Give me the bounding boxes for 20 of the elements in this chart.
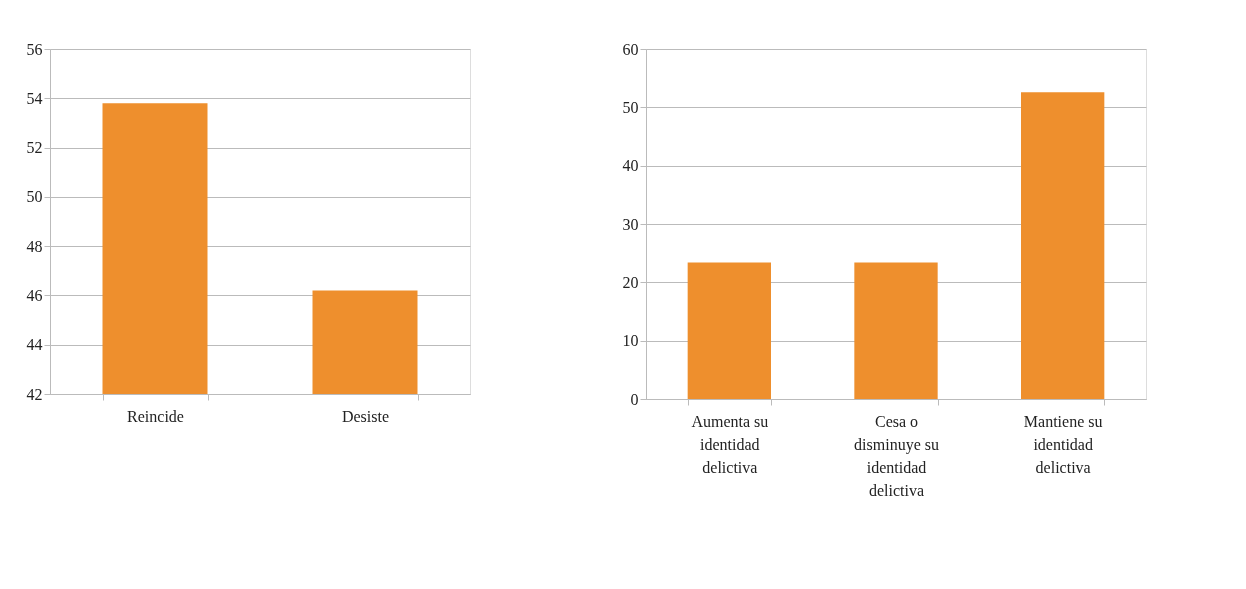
y-tick-label: 42 [26, 385, 43, 403]
y-tick-label: 40 [622, 157, 639, 175]
y-tick-label: 44 [26, 336, 43, 354]
y-tick-label: 56 [26, 40, 43, 58]
x-tick-label: Desiste [341, 407, 390, 425]
x-tick-label: Mantiene su identidad delictiva [1023, 412, 1103, 476]
x-tick-label: Aumenta su identidad delictiva [691, 412, 769, 476]
y-tick-label: 50 [26, 188, 43, 206]
y-tick-label: 54 [26, 89, 43, 107]
y-tick-label: 0 [630, 390, 639, 408]
y-tick-label: 46 [26, 286, 43, 304]
x-tick-label: Cesa o disminuye su identidad delictiva [854, 412, 939, 499]
y-tick-label: 60 [622, 40, 639, 58]
y-tick-label: 48 [26, 237, 43, 255]
y-tick-label: 52 [26, 139, 43, 157]
y-tick-label: 20 [622, 273, 639, 291]
y-tick-label: 50 [622, 98, 639, 116]
y-tick-label: 30 [622, 215, 639, 233]
y-tick-label: 10 [622, 332, 639, 350]
x-tick-label: Reincide [127, 407, 184, 425]
